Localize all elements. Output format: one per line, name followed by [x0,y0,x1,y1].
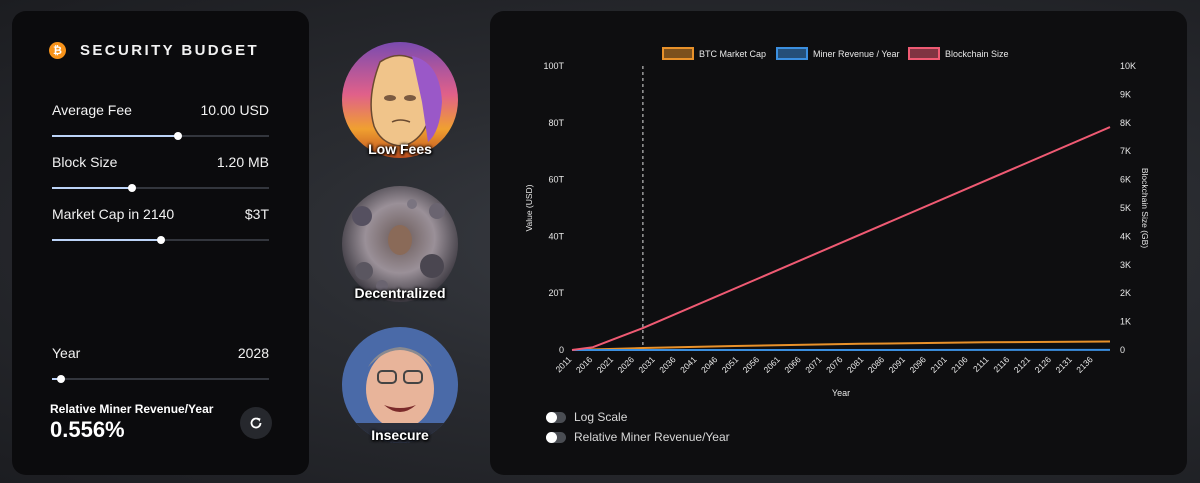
y2-tick-label: 3K [1120,260,1131,270]
y2-tick-label: 8K [1120,118,1131,128]
toggle-switch[interactable] [546,411,566,423]
panel-title-text: SECURITY BUDGET [80,42,260,59]
legend-swatch-blockchain_size [908,47,940,60]
x-tick-label: 2076 [824,354,845,375]
y-tick-label: 20T [548,288,564,298]
block-size-label: Block Size [52,154,118,170]
toggle-switch[interactable] [546,431,566,443]
insecure-label: Insecure [371,427,429,443]
y-tick-label: 100T [543,61,564,71]
x-tick-label: 2036 [657,354,678,375]
average-fee-label: Average Fee [52,102,132,118]
x-tick-label: 2096 [907,354,928,375]
refresh-icon [250,417,262,429]
reset-button[interactable] [240,407,272,439]
x-tick-label: 2041 [678,354,699,375]
x-axis-title: Year [832,388,850,398]
x-tick-label: 2131 [1053,354,1074,375]
relative-revenue-label: Relative Miner Revenue/Year [50,402,214,416]
slider-handle[interactable] [156,236,165,244]
x-tick-label: 2011 [553,354,573,374]
average-fee-value: 10.00 USD [200,102,269,118]
block-size-value: 1.20 MB [216,154,269,170]
x-tick-label: 2051 [720,354,741,375]
y-tick-label: 60T [548,175,564,185]
relative-revenue-toggle[interactable]: Relative Miner Revenue/Year [546,430,730,444]
x-tick-label: 2056 [741,354,762,375]
low-fees-image [342,42,458,158]
y-tick-label: 80T [548,118,564,128]
x-tick-label: 2121 [1012,354,1033,375]
year-slider[interactable] [52,375,269,383]
slider-handle[interactable] [128,184,137,192]
slider-handle[interactable] [173,132,182,140]
average-fee-control: Average Fee 10.00 USD [52,102,269,140]
year-control: Year 2028 [52,345,269,383]
decentralized-image [342,186,458,302]
y2-tick-label: 0 [1120,345,1125,355]
y2-tick-label: 5K [1120,203,1131,213]
year-value: 2028 [237,345,269,361]
blockchain_size-line [571,126,1111,351]
panel-title: ₿ SECURITY BUDGET [49,42,259,59]
x-tick-label: 2101 [928,354,949,375]
block-size-slider[interactable] [52,184,269,192]
insecure-image [342,327,458,443]
x-tick-label: 2116 [991,354,1011,374]
security-budget-chart: 0 20T 40T 60T 80T 100T 0 1K 2K 3K 4K 5K 6K 7K 8K 9K 10K 2… [524,47,1150,398]
x-tick-label: 2021 [595,354,616,375]
x-tick-label: 2061 [761,354,782,375]
market-cap-label: Market Cap in 2140 [52,206,175,222]
x-tick-label: 2081 [845,354,866,375]
relative-revenue-toggle-label: Relative Miner Revenue/Year [574,430,730,444]
log-scale-toggle[interactable]: Log Scale [546,410,627,424]
relative-revenue-value: 0.556% [50,417,125,442]
y-axis-title: Value (USD) [524,184,534,231]
y2-tick-label: 7K [1120,146,1131,156]
x-tick-label: 2086 [866,354,887,375]
legend-label-market_cap: BTC Market Cap [699,49,766,59]
x-tick-label: 2071 [803,354,824,375]
low-fees-label: Low Fees [368,141,432,157]
y-tick-label: 40T [548,231,564,241]
y2-tick-label: 1K [1120,317,1131,327]
market_cap-line [571,340,1111,351]
chart-panel: 0 20T 40T 60T 80T 100T 0 1K 2K 3K 4K 5K 6K 7K 8K 9K 10K 2… [490,11,1187,475]
legend-swatch-market_cap [662,47,694,60]
security-budget-panel: ₿ SECURITY BUDGET Average Fee 10.00 USD … [12,11,309,475]
slider-handle[interactable] [56,375,65,383]
y2-tick-label: 4K [1120,231,1131,241]
legend-swatch-miner_revenue [776,47,808,60]
y-tick-label: 0 [559,345,564,355]
market-cap-control: Market Cap in 2140 $3T [52,206,269,244]
y2-tick-label: 2K [1120,288,1131,298]
year-label: Year [52,345,81,361]
x-tick-label: 2091 [887,354,908,375]
y2-tick-label: 9K [1120,89,1131,99]
legend-label-miner_revenue: Miner Revenue / Year [813,49,900,59]
block-size-control: Block Size 1.20 MB [52,154,269,192]
legend-label-blockchain_size: Blockchain Size [945,49,1009,59]
x-tick-label: 2126 [1033,354,1054,375]
decentralized-label: Decentralized [354,285,446,301]
average-fee-slider[interactable] [52,132,269,140]
x-tick-label: 2026 [616,354,637,375]
y2-tick-label: 10K [1120,61,1136,71]
x-tick-label: 2136 [1074,354,1095,375]
x-tick-label: 2031 [636,354,657,375]
x-tick-label: 2111 [971,354,991,374]
x-tick-label: 2106 [949,354,970,375]
x-tick-label: 2046 [699,354,720,375]
log-scale-label: Log Scale [574,410,628,424]
y2-axis-title: Blockchain Size (GB) [1140,168,1150,248]
x-tick-label: 2016 [574,354,595,375]
y2-tick-label: 6K [1120,175,1131,185]
market-cap-slider[interactable] [52,236,269,244]
bitcoin-icon: ₿ [49,42,66,59]
x-tick-label: 2066 [782,354,803,375]
market-cap-value: $3T [244,206,269,222]
